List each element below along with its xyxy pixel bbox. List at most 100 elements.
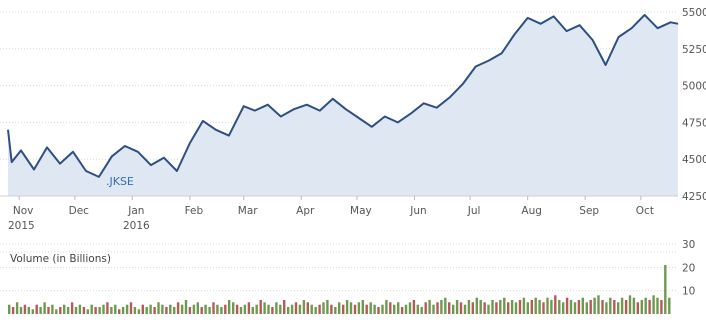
- volume-bar: [55, 309, 58, 314]
- volume-bar: [518, 300, 522, 314]
- volume-bar: [644, 297, 647, 314]
- volume-bar: [15, 302, 19, 314]
- volume-bar: [192, 304, 196, 314]
- volume-bar: [640, 300, 643, 314]
- volume-bar: [369, 302, 372, 314]
- price-y-tick: 5500: [682, 7, 706, 19]
- price-y-tick: 4750: [682, 117, 706, 129]
- month-tick-label: Aug: [521, 205, 542, 217]
- volume-bar: [365, 304, 368, 314]
- volume-bar: [267, 304, 270, 314]
- volume-bar: [204, 304, 207, 314]
- month-axis: Nov Dec Jan Feb Mar Apr May Jun Jul Aug Sep Oct 2015…: [8, 196, 654, 232]
- month-tick-label: Sep: [579, 205, 599, 217]
- volume-bar: [381, 304, 384, 314]
- volume-bar: [294, 302, 298, 314]
- volume-bar: [628, 295, 632, 314]
- volume-bar: [503, 297, 506, 314]
- volume-bar: [554, 295, 557, 314]
- volume-y-tick: 20: [682, 262, 695, 274]
- price-y-tick: 5250: [682, 44, 706, 56]
- volume-bar: [601, 300, 604, 314]
- volume-bar: [141, 304, 144, 314]
- volume-bar: [243, 304, 247, 314]
- volume-bar: [459, 302, 463, 314]
- volume-bar: [43, 302, 46, 314]
- volume-bar: [530, 300, 533, 314]
- volume-bar: [110, 307, 113, 314]
- volume-bar: [475, 297, 478, 314]
- volume-bar: [452, 304, 455, 314]
- volume-bar: [597, 295, 600, 314]
- volume-bar: [349, 302, 353, 314]
- volume-bar: [102, 304, 105, 314]
- month-tick-label: Mar: [238, 205, 258, 217]
- volume-bar: [176, 302, 180, 314]
- volume-bar: [188, 307, 192, 314]
- volume-bar: [94, 307, 97, 314]
- volume-bar: [66, 307, 70, 314]
- volume-bar: [259, 300, 262, 314]
- volume-title: Volume (in Billions): [10, 253, 111, 265]
- volume-bar: [302, 300, 306, 314]
- volume-bar: [499, 300, 502, 314]
- volume-bar: [165, 307, 168, 314]
- volume-bar: [440, 300, 443, 314]
- volume-bar: [251, 307, 254, 314]
- volume-bar: [412, 300, 416, 314]
- volume-bar: [538, 300, 541, 314]
- volume-bar: [393, 304, 396, 314]
- volume-bar: [455, 300, 459, 314]
- volume-bar: [526, 302, 529, 314]
- volume-bar: [334, 307, 337, 314]
- volume-bar: [613, 300, 616, 314]
- volume-bar: [617, 302, 620, 314]
- volume-bar: [483, 302, 486, 314]
- volume-bar: [169, 304, 172, 314]
- volume-bar: [385, 300, 388, 314]
- volume-bar: [432, 304, 435, 314]
- volume-bar: [361, 300, 364, 314]
- volume-bar: [565, 297, 569, 314]
- volume-bar: [145, 307, 148, 314]
- volume-bar: [118, 309, 121, 314]
- volume-bar: [463, 304, 467, 314]
- volume-bar: [648, 300, 651, 314]
- volume-bar: [471, 302, 474, 314]
- volume-bar: [444, 297, 447, 314]
- volume-bar: [224, 304, 227, 314]
- volume-bar: [428, 300, 431, 314]
- volume-bar: [314, 307, 317, 314]
- volume-bar: [408, 302, 412, 314]
- volume-bar: [228, 300, 231, 314]
- volume-bar: [98, 307, 101, 314]
- volume-bar: [377, 307, 380, 314]
- volume-bar: [326, 300, 329, 314]
- month-tick-label: Nov: [13, 205, 34, 217]
- volume-bar: [624, 300, 628, 314]
- volume-bar: [495, 302, 498, 314]
- volume-bar: [357, 302, 361, 314]
- volume-bar: [255, 304, 258, 314]
- volume-bar: [137, 309, 141, 314]
- volume-bar: [51, 304, 54, 314]
- volume-bar: [491, 300, 494, 314]
- volume-bar: [656, 297, 659, 314]
- volume-bar: [593, 297, 596, 314]
- month-tick-label: Dec: [69, 205, 90, 217]
- volume-bar: [436, 302, 439, 314]
- volume-bar: [149, 304, 152, 314]
- volume-bar: [569, 300, 573, 314]
- price-y-axis: 5500 5250 5000 4750 4500 4250: [682, 7, 706, 203]
- volume-y-tick: 10: [682, 286, 695, 298]
- volume-bar: [27, 307, 30, 314]
- volume-bar: [310, 304, 313, 314]
- volume-bar: [330, 304, 333, 314]
- volume-bar: [467, 300, 471, 314]
- volume-bar: [196, 302, 199, 314]
- volume-bar: [636, 302, 639, 314]
- volume-bar: [232, 302, 235, 314]
- volume-y-tick: 30: [682, 239, 695, 251]
- volume-bar: [59, 307, 62, 314]
